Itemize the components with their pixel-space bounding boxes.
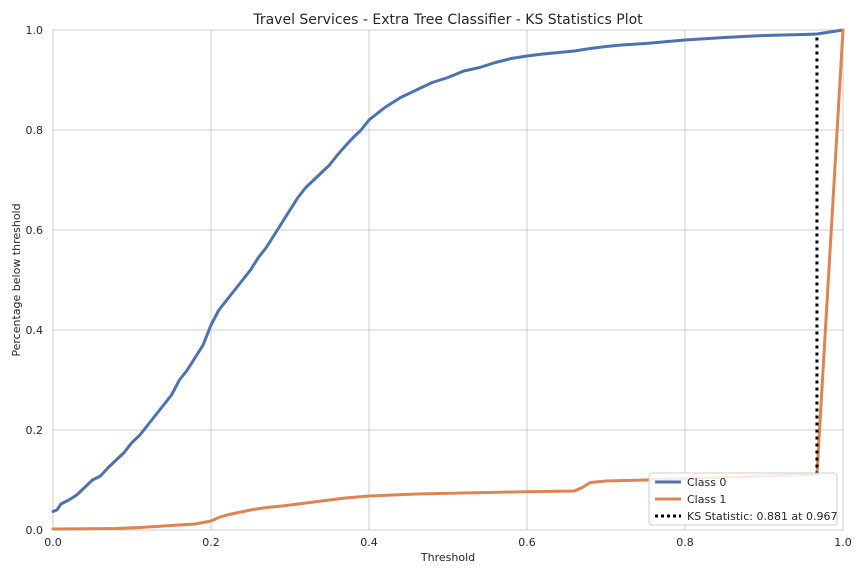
x-tick-label: 0.8 (676, 536, 694, 549)
legend-entry-class-0-label: Class 0 (687, 476, 726, 489)
x-tick-label: 0.6 (518, 536, 536, 549)
y-tick-label: 0.0 (26, 524, 44, 537)
y-axis-label: Percentage below threshold (10, 203, 23, 356)
x-tick-label: 0.2 (202, 536, 220, 549)
legend-entry-class-1-label: Class 1 (687, 493, 726, 506)
legend-box (648, 472, 838, 526)
y-tick-label: 0.4 (26, 324, 44, 337)
y-tick-label: 1.0 (26, 24, 44, 37)
series-layer (51, 28, 845, 531)
series-line-class-0 (51, 28, 845, 513)
x-axis-ticks: 0.0 0.2 0.4 0.6 0.8 1.0 (44, 536, 852, 549)
series-line-class-1 (51, 28, 845, 531)
y-axis-ticks: 0.0 0.2 0.4 0.6 0.8 1.0 (26, 24, 44, 537)
legend: Class 0 Class 1 KS Statistic: 0.881 at 0.9… (648, 472, 838, 526)
x-axis-label: Threshold (420, 551, 475, 564)
y-tick-label: 0.2 (26, 424, 44, 437)
y-tick-label: 0.8 (26, 124, 44, 137)
y-tick-label: 0.6 (26, 224, 44, 237)
grid-lines (52, 29, 844, 531)
x-tick-label: 0.4 (360, 536, 378, 549)
x-tick-label: 0.0 (44, 536, 62, 549)
legend-entry-ks-statistic-label: KS Statistic: 0.881 at 0.967 (687, 510, 837, 523)
plot-frame (52, 29, 844, 531)
x-tick-label: 1.0 (834, 536, 852, 549)
chart-title: Travel Services - Extra Tree Classifier … (252, 12, 643, 28)
